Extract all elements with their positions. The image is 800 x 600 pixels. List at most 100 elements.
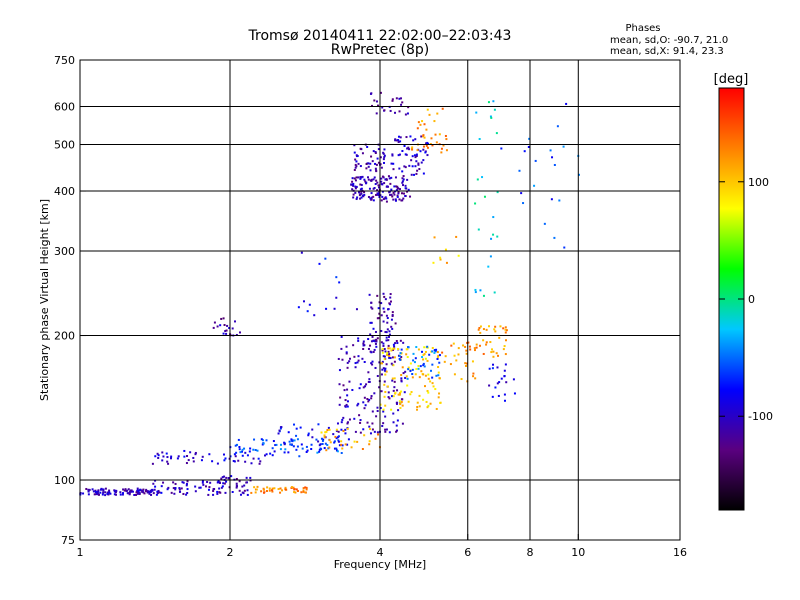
data-point (308, 303, 311, 306)
data-point (388, 190, 391, 193)
data-point (396, 194, 399, 197)
data-point (402, 178, 405, 181)
data-point (377, 104, 380, 107)
data-point (390, 162, 393, 165)
data-point (151, 462, 154, 465)
data-point (422, 364, 425, 367)
data-point (465, 364, 468, 367)
data-point (549, 149, 552, 152)
data-point (489, 341, 492, 344)
data-point (194, 451, 197, 454)
data-point (388, 431, 391, 434)
data-point (455, 235, 458, 238)
data-point (493, 328, 496, 331)
data-point (323, 447, 326, 450)
data-point (136, 489, 139, 492)
data-point (419, 123, 422, 126)
data-point (357, 162, 360, 165)
data-point (563, 246, 566, 249)
data-point (222, 482, 225, 485)
data-point (396, 185, 399, 188)
data-point (338, 444, 341, 447)
data-point (199, 486, 202, 489)
data-point (361, 447, 364, 450)
data-point (562, 145, 565, 148)
data-point (503, 369, 506, 372)
data-point (415, 153, 418, 156)
data-point (216, 490, 219, 493)
data-point (387, 396, 390, 399)
data-point (385, 363, 388, 366)
data-point (396, 348, 399, 351)
data-point (305, 488, 308, 491)
data-point (232, 459, 235, 462)
data-point (358, 194, 361, 197)
data-point (441, 107, 444, 110)
data-point (302, 487, 305, 490)
data-point (493, 291, 496, 294)
data-point (410, 390, 413, 393)
data-point (504, 363, 507, 366)
data-point (360, 192, 363, 195)
data-point (375, 415, 378, 418)
data-point (384, 404, 387, 407)
data-point (363, 434, 366, 437)
data-point (313, 314, 316, 317)
data-point (382, 158, 385, 161)
data-point (395, 97, 398, 100)
data-point (346, 422, 349, 425)
phase-heading: Phases (625, 23, 660, 34)
data-point (370, 362, 373, 365)
data-point (194, 453, 197, 456)
data-point (127, 488, 130, 491)
data-point (354, 187, 357, 190)
data-point (375, 163, 378, 166)
data-point (183, 455, 186, 458)
data-point (380, 180, 383, 183)
data-point (299, 426, 302, 429)
data-point (512, 378, 515, 381)
data-point (385, 336, 388, 339)
data-point (390, 176, 393, 179)
axis-ticks: 1 2 4 6 8 10 16 75 100 200 300 400 500 600 750 (54, 54, 687, 559)
data-point (406, 112, 409, 115)
data-point (233, 460, 236, 463)
data-point (389, 296, 392, 299)
data-point (383, 148, 386, 151)
data-point (445, 138, 448, 141)
data-point (219, 324, 222, 327)
data-point (281, 489, 284, 492)
data-point (420, 161, 423, 164)
data-point (366, 145, 369, 148)
data-point (504, 326, 507, 329)
data-point (375, 100, 378, 103)
data-point (326, 444, 329, 447)
data-point (384, 330, 387, 333)
data-point (460, 378, 463, 381)
data-point (133, 493, 136, 496)
data-point (236, 485, 239, 488)
data-point (383, 383, 386, 386)
data-point (431, 382, 434, 385)
data-point (385, 185, 388, 188)
data-point (271, 489, 274, 492)
data-point (245, 476, 248, 479)
data-point (473, 349, 476, 352)
data-point (543, 222, 546, 225)
data-point (162, 481, 165, 484)
data-point (505, 329, 508, 332)
data-point (437, 396, 440, 399)
data-point (127, 492, 130, 495)
data-point (377, 148, 380, 151)
data-point (369, 162, 372, 165)
data-point (222, 332, 225, 335)
data-point (333, 307, 336, 310)
data-point (366, 398, 369, 401)
data-point (283, 443, 286, 446)
data-point (367, 178, 370, 181)
data-point (185, 462, 188, 465)
data-point (368, 187, 371, 190)
data-point (409, 393, 412, 396)
data-point (383, 395, 386, 398)
data-point (258, 462, 261, 465)
